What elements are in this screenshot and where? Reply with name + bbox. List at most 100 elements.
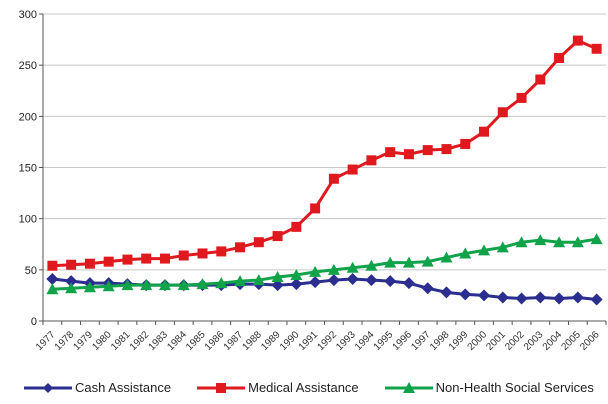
data-point	[253, 237, 264, 248]
y-tick-label: 200	[19, 111, 37, 123]
data-point	[346, 261, 359, 273]
data-point	[516, 92, 527, 103]
data-point	[84, 258, 95, 269]
data-point	[122, 254, 133, 265]
y-tick-label: 100	[19, 214, 37, 226]
x-tick-label: 1988	[240, 329, 264, 353]
data-point	[290, 268, 303, 280]
x-tick-label: 2003	[522, 329, 546, 353]
data-point	[365, 259, 378, 271]
x-tick-label: 1985	[184, 329, 208, 353]
x-tick-label: 1996	[391, 329, 415, 353]
data-point	[515, 236, 528, 248]
legend-marker-square-icon	[197, 382, 246, 393]
data-point	[421, 255, 434, 267]
legend-item-social: Non-Health Social Services	[384, 380, 594, 395]
data-point	[365, 274, 378, 287]
x-tick-label: 2002	[503, 329, 527, 353]
data-point	[554, 53, 565, 64]
data-point	[572, 35, 583, 46]
legend-label-cash: Cash Assistance	[75, 380, 172, 395]
x-tick-label: 1977	[34, 329, 58, 353]
y-tick-label: 50	[25, 265, 37, 277]
data-point	[178, 250, 189, 261]
data-point	[460, 138, 471, 149]
data-point	[347, 164, 358, 175]
x-tick-label: 1986	[203, 329, 227, 353]
y-tick-label: 300	[19, 9, 37, 21]
data-point	[402, 277, 415, 290]
x-tick-label: 1993	[334, 329, 358, 353]
data-point	[271, 279, 284, 292]
x-tick-label: 1998	[428, 329, 452, 353]
data-point	[310, 203, 321, 214]
data-point	[535, 74, 546, 85]
data-point	[366, 155, 377, 166]
legend-label-social: Non-Health Social Services	[435, 380, 594, 395]
x-tick-label: 1978	[53, 329, 77, 353]
x-tick-label: 2005	[559, 329, 583, 353]
legend-marker-diamond-icon	[24, 382, 72, 393]
chart-legend: Cash Assistance Medical Assistance Non-H…	[24, 380, 594, 395]
data-point	[590, 233, 603, 245]
data-point	[309, 265, 322, 277]
data-point	[103, 256, 114, 267]
data-point	[571, 236, 584, 248]
x-tick-label: 1981	[109, 329, 133, 353]
data-point	[478, 289, 491, 302]
data-point	[65, 275, 78, 288]
data-point	[421, 282, 434, 295]
data-point	[196, 278, 209, 290]
legend-label-medical: Medical Assistance	[248, 380, 359, 395]
data-point	[515, 292, 528, 305]
data-point	[497, 107, 508, 118]
data-point	[291, 221, 302, 232]
data-point	[177, 279, 190, 291]
gridlines	[43, 13, 606, 271]
series-2	[47, 35, 602, 271]
data-point	[328, 173, 339, 184]
data-point	[384, 256, 397, 268]
data-point	[459, 288, 472, 301]
data-point	[216, 246, 227, 257]
x-tick-label: 2004	[541, 329, 565, 353]
data-point	[46, 283, 59, 295]
data-point	[159, 253, 170, 264]
data-point	[215, 277, 228, 289]
x-tick-label: 1980	[90, 329, 114, 353]
data-point	[252, 274, 265, 286]
data-point	[271, 270, 284, 282]
x-tick-label: 1999	[447, 329, 471, 353]
data-point	[197, 248, 208, 259]
data-point	[440, 251, 453, 263]
data-point	[496, 291, 509, 304]
y-tick-label: 150	[19, 163, 37, 175]
data-point	[158, 279, 171, 291]
series-line	[52, 39, 598, 268]
data-point	[47, 260, 58, 271]
y-tick-label: 0	[31, 316, 37, 328]
data-point	[234, 275, 247, 287]
data-point	[346, 273, 359, 286]
data-point	[553, 236, 566, 248]
data-point	[102, 280, 115, 292]
series-3	[46, 233, 603, 295]
x-tick-label: 1992	[315, 329, 339, 353]
data-point	[141, 253, 152, 264]
data-point	[534, 291, 547, 304]
data-point	[440, 286, 453, 299]
x-tick-label: 2006	[578, 329, 602, 353]
data-point	[235, 242, 246, 253]
data-point	[327, 274, 340, 287]
data-point	[590, 293, 603, 306]
x-tick-label: 1984	[165, 329, 189, 353]
data-point	[290, 278, 303, 291]
data-point	[327, 263, 340, 275]
data-point	[403, 149, 414, 160]
data-point	[479, 126, 490, 137]
x-tick-label: 1994	[353, 329, 377, 353]
data-point	[385, 147, 396, 158]
data-point	[121, 279, 134, 291]
tick-labels: 0501001502002503001977197819791980198119…	[19, 9, 602, 353]
x-tick-label: 1979	[72, 329, 96, 353]
